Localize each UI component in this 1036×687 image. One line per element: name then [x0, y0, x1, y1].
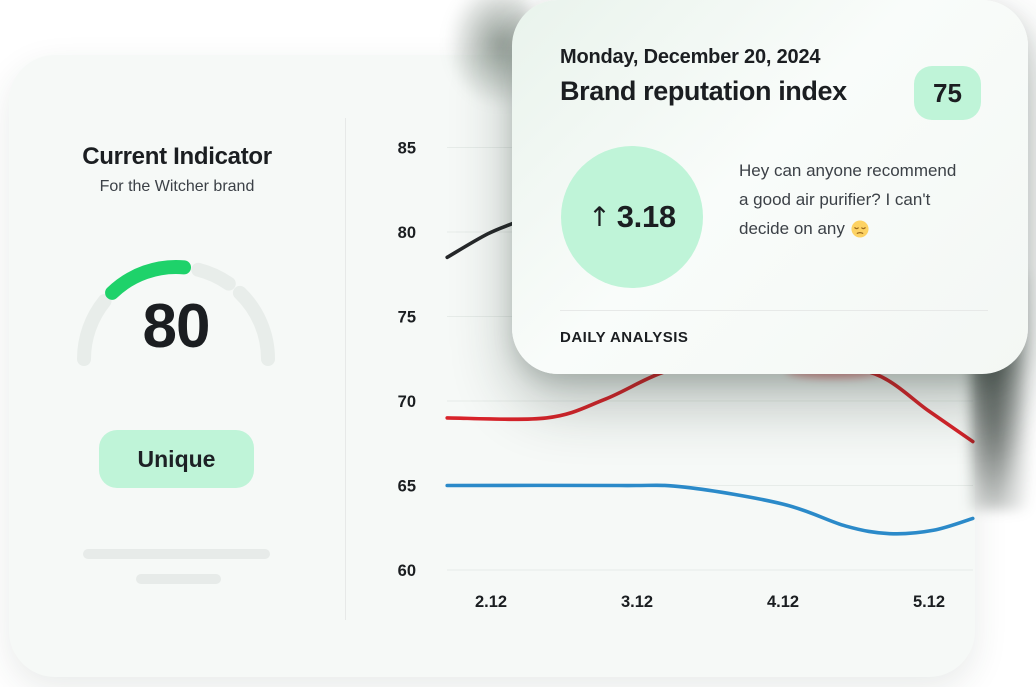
- vertical-divider: [345, 118, 346, 620]
- gauge-arc-icon: [77, 260, 275, 366]
- current-indicator-panel: Current Indicator For the Witcher brand …: [9, 55, 345, 677]
- gauge-arc: [191, 262, 236, 291]
- daily-analysis-label: DAILY ANALYSIS: [560, 329, 689, 346]
- gauge-arc: [232, 285, 275, 366]
- delta-circle: ↑ 3.18: [561, 146, 703, 288]
- message-line: decide on any: [739, 219, 845, 238]
- horizontal-divider: [560, 310, 988, 311]
- sad-emoji-icon: [851, 219, 869, 238]
- message-line: Hey can anyone recommend: [739, 161, 957, 180]
- unique-tag-button[interactable]: Unique: [99, 430, 254, 488]
- score-badge: 75: [914, 66, 981, 120]
- gauge-arc: [77, 294, 112, 366]
- card-title: Brand reputation index: [560, 76, 847, 106]
- brand-reputation-card: Monday, December 20, 2024 Brand reputati…: [512, 0, 1028, 374]
- sample-message: Hey can anyone recommend a good air puri…: [739, 156, 989, 243]
- panel-title: Current Indicator: [82, 143, 272, 170]
- score-gauge: [76, 255, 276, 375]
- message-line: a good air purifier? I can't: [739, 190, 931, 209]
- gauge-arc: [105, 260, 192, 300]
- gauge-value: 80: [142, 292, 211, 361]
- skeleton-bar: [136, 574, 221, 584]
- panel-subtitle: For the Witcher brand: [99, 178, 255, 195]
- delta-value: 3.18: [616, 199, 676, 234]
- up-arrow-icon: ↑: [588, 201, 611, 233]
- skeleton-bar: [83, 549, 270, 559]
- card-date: Monday, December 20, 2024: [560, 46, 821, 68]
